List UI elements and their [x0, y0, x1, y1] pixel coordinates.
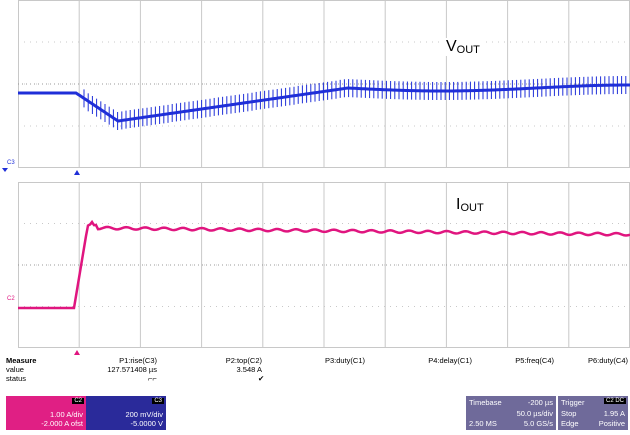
param-p2-value: 3.548 A [236, 365, 262, 374]
timebase-label: Timebase [469, 398, 502, 407]
param-p5-label[interactable]: P5:freq(C4) [515, 356, 554, 365]
trigger-panel[interactable]: Trigger C2 DC Stop 1.95 A Edge Positive [558, 396, 628, 430]
c2-marker: C2 [7, 296, 15, 302]
measure-status-row: status [6, 374, 27, 383]
param-p2-label[interactable]: P2:top(C2) [225, 356, 262, 365]
param-p1-value: 127.571408 µs [107, 365, 157, 374]
c3-scale: 200 mV/div [125, 410, 163, 419]
trigger-type: Edge [561, 419, 579, 428]
param-p4-label[interactable]: P4:delay(C1) [428, 356, 472, 365]
vout-trace [18, 83, 630, 123]
c3-marker: C3 [7, 160, 15, 166]
timebase-samples: 2.50 MS [469, 419, 497, 428]
param-p3-label[interactable]: P3:duty(C1) [324, 356, 365, 365]
c2-tag: C2 [72, 398, 84, 404]
trigger-label: Trigger [561, 398, 585, 407]
c3-channel-panel[interactable]: C3 200 mV/div -5.0000 V [86, 396, 166, 430]
iout-trace [18, 219, 630, 310]
vout-label: VOUT [442, 38, 484, 56]
iout-plot [18, 182, 630, 348]
timebase-panel[interactable]: Timebase -200 µs 50.0 µs/div 2.50 MS 5.0… [466, 396, 556, 430]
iout-label: IOUT [452, 196, 488, 214]
c3-tag: C3 [152, 398, 164, 404]
measure-title: Measure [6, 356, 37, 365]
c3-trigger-marker [74, 170, 80, 175]
vout-plot [18, 0, 630, 168]
param-p6-label[interactable]: P6:duty(C4) [587, 356, 628, 365]
timebase-rate: 5.0 GS/s [523, 419, 553, 428]
timebase-per-div: 50.0 µs/div [516, 409, 553, 418]
param-p1-label[interactable]: P1:rise(C3) [119, 356, 157, 365]
c3-offset: -5.0000 V [130, 419, 163, 428]
c2-offset: -2.000 A ofst [41, 419, 83, 428]
c2-channel-panel[interactable]: C2 1.00 A/div -2.000 A ofst [6, 396, 86, 430]
trigger-level: 1.95 A [603, 409, 625, 418]
iout-waveform-grid [18, 182, 630, 348]
trigger-tag: C2 DC [603, 398, 626, 404]
c2-scale: 1.00 A/div [50, 410, 83, 419]
param-p2-status: ✔ [258, 374, 265, 383]
measure-table: Measure value status P1:rise(C3) 127.571… [0, 356, 630, 392]
measure-value-row: value [6, 365, 24, 374]
timebase-delay: -200 µs [527, 398, 553, 407]
vout-waveform-grid [18, 0, 630, 168]
c3-level-marker [2, 168, 8, 172]
trigger-slope: Positive [598, 419, 625, 428]
c2-trigger-marker [74, 350, 80, 355]
trigger-mode: Stop [561, 409, 577, 418]
param-p1-status: ⌐⌐ [148, 374, 157, 383]
